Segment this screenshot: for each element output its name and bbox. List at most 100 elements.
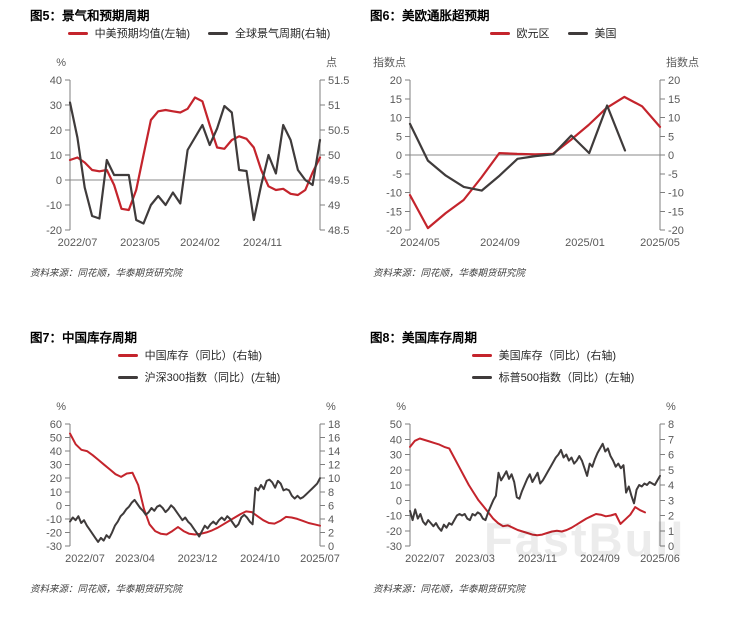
tick-label: 30 <box>50 460 62 472</box>
legend-swatch-red <box>489 31 510 35</box>
x-axis-label: 2023/11 <box>518 553 557 565</box>
tick-label: 51.5 <box>328 75 349 87</box>
tick-label: -10 <box>46 200 62 212</box>
tick-label: 50 <box>390 419 402 431</box>
x-axis-label: 2022/07 <box>58 237 98 249</box>
axis-unit-left: % <box>56 57 66 69</box>
tick-label: 50.5 <box>328 125 349 137</box>
tick-label: 12 <box>328 460 340 472</box>
tick-label: 16 <box>328 433 340 445</box>
tick-label: 30 <box>50 100 62 112</box>
tick-label: 5 <box>668 131 674 143</box>
tick-label: 50 <box>50 433 62 445</box>
tick-label: -5 <box>668 169 678 181</box>
tick-label: -30 <box>386 541 402 553</box>
line-chart-canvas: % %6050403020100-10-20-301816141210864202… <box>46 401 340 565</box>
x-axis-label: 2022/07 <box>65 553 105 565</box>
tick-label: 15 <box>668 94 680 106</box>
legend-block: 中国库存（同比）(右轴) 沪深300指数（同比）(左轴) <box>117 348 281 386</box>
tick-label: 1 <box>668 526 674 538</box>
legend-label: 美国 <box>594 28 617 40</box>
axis-unit-right: % <box>666 401 676 413</box>
legend-swatch-red <box>67 31 88 35</box>
x-axis-label: 2023/05 <box>120 237 160 249</box>
tick-label: 0 <box>56 500 62 512</box>
tick-label: 10 <box>50 487 62 499</box>
tick-label: 0 <box>328 541 334 553</box>
tick-label: -20 <box>386 526 402 538</box>
source-note: 资料来源：同花顺，华泰期货研究院 <box>30 584 183 595</box>
legend-item: 美国 <box>567 28 617 40</box>
tick-label: 0 <box>396 150 402 162</box>
source-note: 资料来源：同花顺，华泰期货研究院 <box>373 268 526 279</box>
tick-label: 30 <box>390 450 402 462</box>
tick-label: 8 <box>668 419 674 431</box>
axis-unit-left: 指数点 <box>373 55 406 69</box>
axis-unit-left: % <box>396 401 406 413</box>
line-chart-canvas: 指数点 指数点 20 15 10 5 0 -5 -10 -15 -20 20 15 10 5 0 -5 -10 -1… <box>373 55 699 249</box>
axis-unit-left: % <box>56 401 66 413</box>
series-line-1 <box>68 101 322 225</box>
figure-panel-5: 图5：景气和预期周期 中美预期均值(左轴) 全球景气周期(右轴) % 点 40 30 20… <box>0 0 368 311</box>
x-axis-label: 2025/06 <box>640 553 680 565</box>
tick-label: 2 <box>668 511 674 523</box>
tick-label: 0 <box>56 175 62 187</box>
tick-label: 51 <box>328 100 340 112</box>
legend-label: 全球景气周期(右轴) <box>235 28 331 40</box>
figure-panel-8: 图8：美国库存周期 美国库存（同比）(右轴) 标普500指数（同比）(左轴) %%… <box>368 311 736 623</box>
series-line-0 <box>68 96 322 212</box>
x-axis-label: 2025/05 <box>640 237 680 249</box>
line-chart-canvas: % 点 40 30 20 10 0 -10 -20 51.5 51 50.5 50 49.5 49 48.5 2… <box>46 56 349 249</box>
tick-label: 48.5 <box>328 225 349 237</box>
tick-label: 0 <box>396 495 402 507</box>
tick-label: 10 <box>390 113 402 125</box>
source-note: 资料来源：同花顺，华泰期货研究院 <box>30 268 183 279</box>
legend-item: 沪深300指数（同比）(左轴) <box>117 372 281 384</box>
tick-label: 50 <box>328 150 340 162</box>
tick-label: -15 <box>386 206 402 218</box>
tick-label: 10 <box>390 480 402 492</box>
series-line-0 <box>408 95 662 230</box>
x-axis-label: 2023/03 <box>455 553 495 565</box>
chart-legend: 中美预期均值(左轴) 全球景气周期(右轴) <box>30 26 368 42</box>
legend-item: 美国库存（同比）(右轴) <box>471 350 616 362</box>
legend-swatch-dark <box>471 375 492 379</box>
chart-legend: 欧元区 美国 <box>370 26 736 42</box>
tick-label: 20 <box>390 75 402 87</box>
legend-label: 中国库存（同比）(右轴) <box>144 350 262 362</box>
tick-label: 3 <box>668 495 674 507</box>
legend-swatch-dark <box>567 31 588 35</box>
tick-label: 40 <box>50 75 62 87</box>
legend-swatch-red <box>117 353 138 357</box>
tick-label: 15 <box>390 94 402 106</box>
tick-label: 20 <box>50 125 62 137</box>
tick-label: -20 <box>46 225 62 237</box>
tick-label: 10 <box>50 150 62 162</box>
legend-label: 美国库存（同比）(右轴) <box>498 350 616 362</box>
chart-title: 图5：景气和预期周期 <box>30 9 150 23</box>
tick-label: -10 <box>386 511 402 523</box>
tick-label: 18 <box>328 419 340 431</box>
tick-label: -20 <box>386 225 402 237</box>
legend-block: 中美预期均值(左轴) 全球景气周期(右轴) <box>67 26 331 42</box>
legend-label: 沪深300指数（同比）(左轴) <box>144 372 281 384</box>
tick-label: 49.5 <box>328 175 349 187</box>
legend-item: 中美预期均值(左轴) <box>67 28 190 40</box>
legend-swatch-dark <box>117 375 138 379</box>
tick-label: 4 <box>668 480 674 492</box>
legend-item: 标普500指数（同比）(左轴) <box>471 372 634 384</box>
x-axis-label: 2025/07 <box>300 553 340 565</box>
tick-label: 40 <box>50 446 62 458</box>
source-note: 资料来源：同花顺，华泰期货研究院 <box>373 584 526 595</box>
tick-label: 6 <box>668 450 674 462</box>
tick-label: 2 <box>328 527 334 539</box>
tick-label: 7 <box>668 434 674 446</box>
x-axis-label: 2024/05 <box>400 237 440 249</box>
series-line-1 <box>69 477 321 543</box>
tick-label: -15 <box>668 206 684 218</box>
legend-label: 欧元区 <box>516 28 550 40</box>
legend-block: 欧元区 美国 <box>489 26 617 42</box>
tick-label: 10 <box>328 473 340 485</box>
tick-label: 4 <box>328 514 334 526</box>
